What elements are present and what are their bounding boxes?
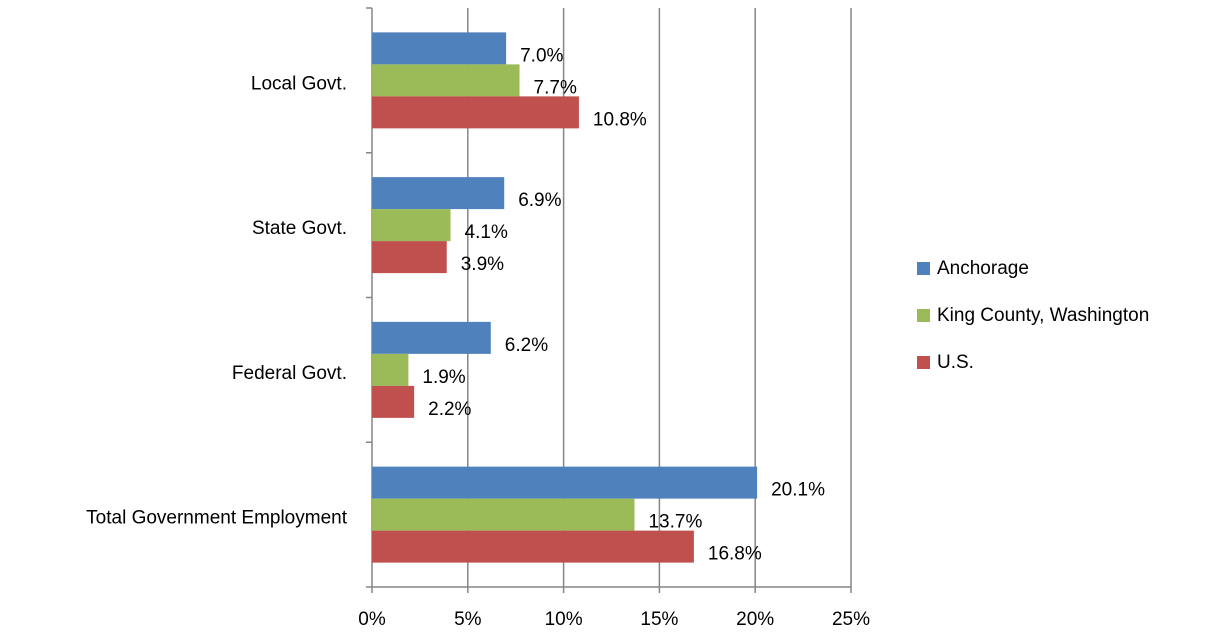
bar: [372, 32, 507, 65]
y-tick-label: Total Government Employment: [86, 508, 348, 529]
x-tick-label: 0%: [358, 609, 386, 630]
data-label: 7.7%: [534, 77, 577, 98]
x-tick-label: 5%: [454, 609, 482, 630]
bar: [372, 353, 409, 386]
bar: [372, 498, 635, 531]
data-label: 20.1%: [771, 480, 825, 501]
x-tick-label: 15%: [640, 609, 678, 630]
x-tick-label: 10%: [545, 609, 583, 630]
data-label: 3.9%: [461, 254, 504, 275]
legend-swatch: [917, 309, 930, 322]
data-label: 6.9%: [518, 190, 561, 211]
bar: [372, 530, 694, 563]
y-tick-label: Federal Govt.: [232, 363, 347, 384]
legend-label: U.S.: [937, 352, 974, 373]
data-label: 13.7%: [648, 512, 702, 533]
y-tick-label: State Govt.: [252, 218, 347, 239]
x-tick-label: 20%: [736, 609, 774, 630]
bar: [372, 96, 579, 129]
data-label: 16.8%: [708, 544, 762, 565]
y-tick-label: Local Govt.: [251, 73, 347, 94]
bar: [372, 321, 491, 354]
data-label: 1.9%: [422, 367, 465, 388]
data-label: 2.2%: [428, 399, 471, 420]
data-label: 10.8%: [593, 109, 647, 130]
legend-swatch: [917, 356, 930, 369]
legend-label: Anchorage: [937, 258, 1029, 279]
legend-label: King County, Washington: [937, 305, 1149, 326]
data-label: 4.1%: [465, 222, 508, 243]
legend-swatch: [917, 262, 930, 275]
x-tick-label: 25%: [832, 609, 870, 630]
bar: [372, 241, 447, 274]
data-label: 7.0%: [520, 45, 563, 66]
bar: [372, 64, 520, 97]
bar: [372, 209, 451, 242]
bar: [372, 466, 758, 499]
bar: [372, 177, 505, 210]
data-label: 6.2%: [505, 335, 548, 356]
bar: [372, 385, 415, 418]
